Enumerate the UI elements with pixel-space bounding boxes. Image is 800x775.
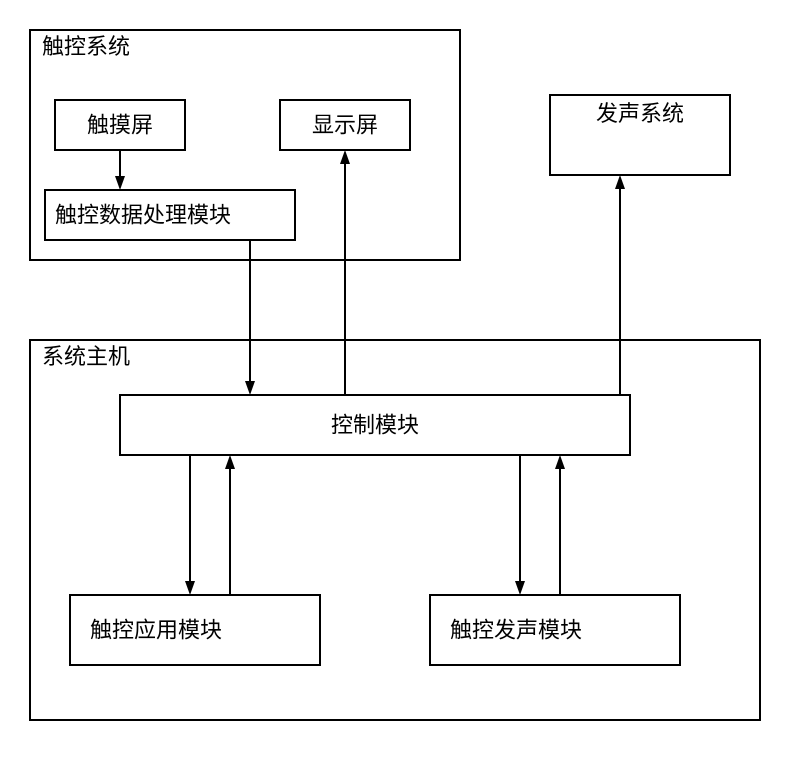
arrow-control-to-sound: [615, 175, 625, 395]
block-diagram: 触控系统触摸屏 显示屏触控数据处理模块 发声系统系统主机控制模块触控应用模块 触控发声…: [0, 0, 800, 770]
arrow-control-to-soundmod: [515, 455, 525, 595]
arrow-app-to-control: [225, 455, 235, 595]
box-sound_system: 发声系统: [550, 95, 730, 175]
label-control_module: 控制模块: [331, 413, 419, 438]
box-system_host: 系统主机: [30, 340, 760, 720]
arrow-control-to-display: [340, 150, 350, 395]
arrow-proc-to-control: [245, 240, 255, 395]
label-touch_proc: 触控数据处理模块: [55, 203, 231, 228]
label-touch_sound: 触控发声模块: [450, 618, 582, 643]
label-display_screen: 显示屏: [312, 113, 378, 138]
box-display_screen: 显示屏: [280, 100, 410, 150]
label-touch_screen: 触摸屏: [87, 113, 153, 138]
label-sound_system: 发声系统: [596, 101, 684, 126]
label-touch_system: 触控系统: [42, 34, 130, 59]
arrow-soundmod-to-control: [555, 455, 565, 595]
label-touch_app: 触控应用模块: [90, 618, 222, 643]
box-touch_proc: 触控数据处理模块: [45, 190, 295, 240]
box-control_module: 控制模块: [120, 395, 630, 455]
box-touch_sound: 触控发声模块: [430, 595, 680, 665]
box-touch_app: 触控应用模块: [70, 595, 320, 665]
label-system_host: 系统主机: [42, 344, 130, 369]
arrow-control-to-app: [185, 455, 195, 595]
box-touch_screen: 触摸屏: [55, 100, 185, 150]
arrow-touch-screen-to-proc: [115, 150, 125, 190]
